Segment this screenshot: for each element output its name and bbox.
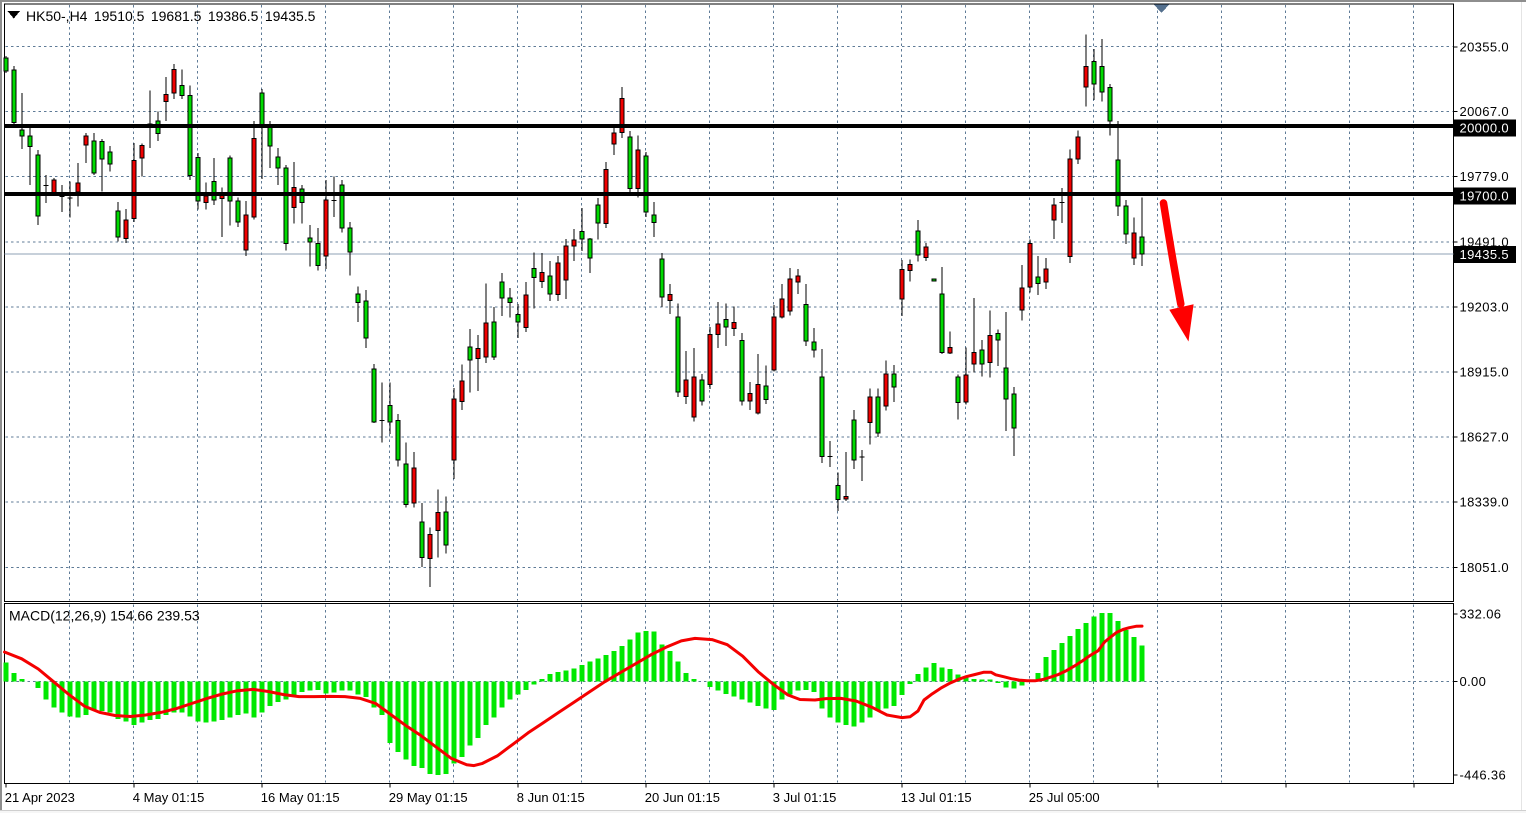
svg-text:13 Jul 01:15: 13 Jul 01:15 — [901, 790, 972, 805]
svg-text:8 Jun 01:15: 8 Jun 01:15 — [517, 790, 585, 805]
svg-text:16 May 01:15: 16 May 01:15 — [261, 790, 340, 805]
svg-text:19700.0: 19700.0 — [1460, 189, 1509, 204]
svg-text:18339.0: 18339.0 — [1460, 495, 1509, 510]
svg-text:20 Jun 01:15: 20 Jun 01:15 — [645, 790, 720, 805]
svg-text:19491.0: 19491.0 — [1460, 234, 1509, 249]
svg-text:18915.0: 18915.0 — [1460, 365, 1509, 380]
svg-text:19435.5: 19435.5 — [1460, 247, 1509, 262]
svg-text:-446.36: -446.36 — [1460, 767, 1507, 782]
svg-text:19203.0: 19203.0 — [1460, 299, 1509, 314]
svg-text:332.06: 332.06 — [1460, 607, 1502, 622]
svg-text:3 Jul 01:15: 3 Jul 01:15 — [773, 790, 837, 805]
svg-text:4 May 01:15: 4 May 01:15 — [133, 790, 205, 805]
svg-text:HK50-,H4 19510.5 19681.5 19386: HK50-,H4 19510.5 19681.5 19386.5 19435.5 — [26, 8, 316, 24]
svg-text:20355.0: 20355.0 — [1460, 40, 1509, 55]
svg-text:21 Apr 2023: 21 Apr 2023 — [5, 790, 75, 805]
svg-text:MACD(12,26,9) 154.66 239.53: MACD(12,26,9) 154.66 239.53 — [9, 608, 200, 624]
svg-text:19779.0: 19779.0 — [1460, 169, 1509, 184]
svg-text:18051.0: 18051.0 — [1460, 560, 1509, 575]
svg-text:20067.0: 20067.0 — [1460, 104, 1509, 119]
svg-text:0.00: 0.00 — [1460, 674, 1487, 689]
svg-text:18627.0: 18627.0 — [1460, 430, 1509, 445]
svg-text:25 Jul 05:00: 25 Jul 05:00 — [1029, 790, 1100, 805]
svg-text:29 May 01:15: 29 May 01:15 — [389, 790, 468, 805]
svg-text:20000.0: 20000.0 — [1460, 121, 1509, 136]
